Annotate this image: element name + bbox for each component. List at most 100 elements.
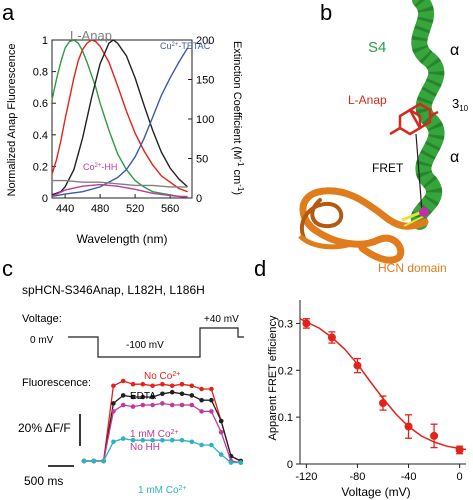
label-hcn-domain: HCN domain [378,261,447,275]
series-line-black [51,39,189,196]
trace-point-black [130,394,136,400]
trace-label-co-no-hh-2: No HH [130,442,160,453]
data-point [379,399,387,408]
series-line-red [51,39,188,193]
x-tick-label: -120 [295,471,317,483]
trace-point-cyan [228,460,234,465]
x-tick-label: 520 [126,203,144,215]
trace-point-red [140,381,146,387]
trace-point-magenta [218,429,224,435]
x-tick-label: -80 [350,471,366,483]
scale-bar-y-label: 20% ΔF/F [18,421,71,435]
trace-point-red [199,386,204,392]
trace-point-cyan [160,437,165,443]
voltage-step-label: -100 mV [126,340,164,351]
trace-point-black [169,389,175,395]
label-l-anap: L-Anap [348,93,387,107]
voltage-label: Voltage: [22,313,62,325]
trace-point-magenta [120,402,126,408]
panel-a-series [51,39,189,198]
data-point [353,361,362,370]
trace-point-black [199,397,204,403]
series-line-blue [51,47,189,198]
panel-b-structure: S4 α 310 α L-Anap FRET HCN domain [298,0,469,275]
panel-d-axes: -120 -80 -40 0 0 0.1 0.2 0.3 [278,300,466,483]
panel-c-series [81,378,244,465]
panel-label-c: c [2,256,13,281]
panel-label-a: a [2,0,15,25]
trace-point-red [111,383,116,389]
trace-label-no-co: No Co2+ [144,371,180,382]
panel-d-fit [299,318,467,451]
panel-d-points [302,318,464,455]
trace-point-magenta [169,402,175,408]
panel-d-ylabel: Apparent FRET efficiency [267,315,279,440]
label-s4: S4 [368,39,386,56]
trace-point-black [218,418,224,424]
y-tick-label-left: 0.4 [33,130,48,142]
data-point [302,319,311,328]
trace-point-cyan [189,439,195,445]
panel-d-chart: -120 -80 -40 0 0 0.1 0.2 0.3 Apparent FRET effi… [267,300,467,499]
y-tick-label: 0.1 [278,412,293,424]
trace-point-magenta [189,402,195,408]
trace-point-cyan [199,442,204,448]
y-tick-label-left: 0.8 [33,67,48,79]
trace-point-black [120,393,126,398]
trace-point-cyan [209,442,214,448]
x-tick-label: 480 [91,203,109,215]
trace-point-cyan [140,437,146,443]
trace-point-black [179,391,185,397]
y-tick-label: 0 [287,459,293,471]
scale-bar-x-label: 500 ms [24,474,63,488]
trace-point-cyan [120,436,126,441]
y-tick-label-left: 0.2 [33,161,48,173]
label-fret: FRET [372,161,404,175]
y-tick-label: 0.2 [278,365,293,377]
series-line-green [51,39,188,198]
trace-point-cyan [218,452,224,457]
s4-helix [411,0,445,230]
trace-point-cyan [150,437,155,443]
voltage-protocol [68,327,244,358]
trace-point-magenta [209,409,214,414]
trace-point-cyan [169,437,175,443]
trace-point-magenta [140,402,146,408]
panel-a-label-cu: Cu2+-TETAC [160,41,211,51]
panel-a-xlabel: Wavelength (nm) [77,232,168,246]
data-point [327,333,336,342]
anap-molecule [389,102,439,136]
trace-label-co-no-hh-1: 1 mM Co2+ [130,429,179,440]
label-alpha-bottom: α [450,149,459,166]
trace-point-black [111,401,116,406]
fluorescence-label: Fluorescence: [22,377,91,389]
panel-label-b: b [320,0,332,25]
y-tick-label-left: 0 [42,193,48,205]
panel-a-ylabel-right: Extinction Coefficient (M-1 cm-1) [231,41,245,195]
panel-a-chart: 440 480 520 560 0 0.2 0.4 0.6 0.8 1 0 50 100 150 200 N… [6,28,245,246]
panel-label-d: d [254,256,266,281]
trace-point-black [140,394,146,400]
trace-point-red [189,383,195,389]
panel-c-title: spHCN-S346Anap, L182H, L186H [22,283,205,297]
x-tick-label: 560 [161,203,179,215]
panel-d-xlabel: Voltage (mV) [341,485,410,499]
y-tick-label-left: 1 [42,35,48,47]
co-binding-site [401,207,429,227]
trace-label-edta: EDTA [130,391,156,402]
voltage-hold-label: 0 mV [30,335,54,346]
trace-label-co: 1 mM Co2+ [138,485,187,496]
x-tick-label: -40 [401,471,417,483]
panel-a-ylabel-left: Normalized Anap Fluorescence [6,44,18,197]
panel-a-label-co: Co2+-HH [83,162,117,172]
trace-point-magenta [179,402,185,408]
x-tick-label: 440 [56,203,74,215]
trace-point-red [120,378,126,384]
label-310: 310 [452,96,469,113]
y-tick-label-left: 0.6 [33,98,48,110]
trace-point-cyan [91,458,97,464]
voltage-end-label: +40 mV [204,314,239,325]
trace-point-red [150,383,155,389]
trace-point-black [160,391,165,397]
